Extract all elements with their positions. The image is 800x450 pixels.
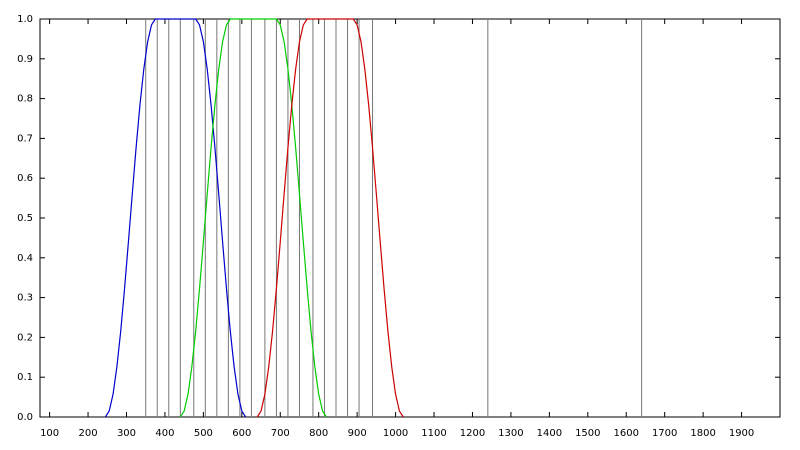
y-tick-label: 0.5 xyxy=(17,213,33,224)
x-tick-label: 200 xyxy=(79,428,98,439)
x-tick-label: 800 xyxy=(309,428,328,439)
x-tick-label: 1100 xyxy=(421,428,446,439)
y-tick-label: 0.3 xyxy=(17,293,33,304)
x-tick-label: 1600 xyxy=(614,428,639,439)
y-tick-label: 0.6 xyxy=(17,173,33,184)
y-tick-label: 0.0 xyxy=(17,412,33,423)
y-tick-label: 0.1 xyxy=(17,372,33,383)
x-tick-label: 600 xyxy=(232,428,251,439)
x-tick-label: 500 xyxy=(194,428,213,439)
x-tick-label: 100 xyxy=(40,428,59,439)
x-tick-label: 700 xyxy=(271,428,290,439)
x-tick-label: 1500 xyxy=(575,428,600,439)
x-tick-label: 300 xyxy=(117,428,136,439)
y-tick-label: 0.2 xyxy=(17,332,33,343)
series-line xyxy=(104,18,247,418)
x-tick-label: 1000 xyxy=(383,428,408,439)
y-tick-label: 0.9 xyxy=(17,54,33,65)
x-tick-label: 900 xyxy=(348,428,367,439)
x-tick-label: 1800 xyxy=(690,428,715,439)
x-tick-label: 1900 xyxy=(729,428,754,439)
series-line xyxy=(256,18,404,418)
y-tick-label: 0.4 xyxy=(17,253,33,264)
x-tick-label: 1200 xyxy=(460,428,485,439)
x-tick-label: 1700 xyxy=(652,428,677,439)
y-tick-label: 0.7 xyxy=(17,133,33,144)
y-tick-label: 0.8 xyxy=(17,94,33,105)
plot-frame xyxy=(39,18,781,418)
series-line xyxy=(179,18,327,418)
x-tick-label: 1300 xyxy=(498,428,523,439)
x-tick-label: 1400 xyxy=(537,428,562,439)
x-tick-label: 400 xyxy=(155,428,174,439)
y-tick-label: 1.0 xyxy=(17,14,33,25)
